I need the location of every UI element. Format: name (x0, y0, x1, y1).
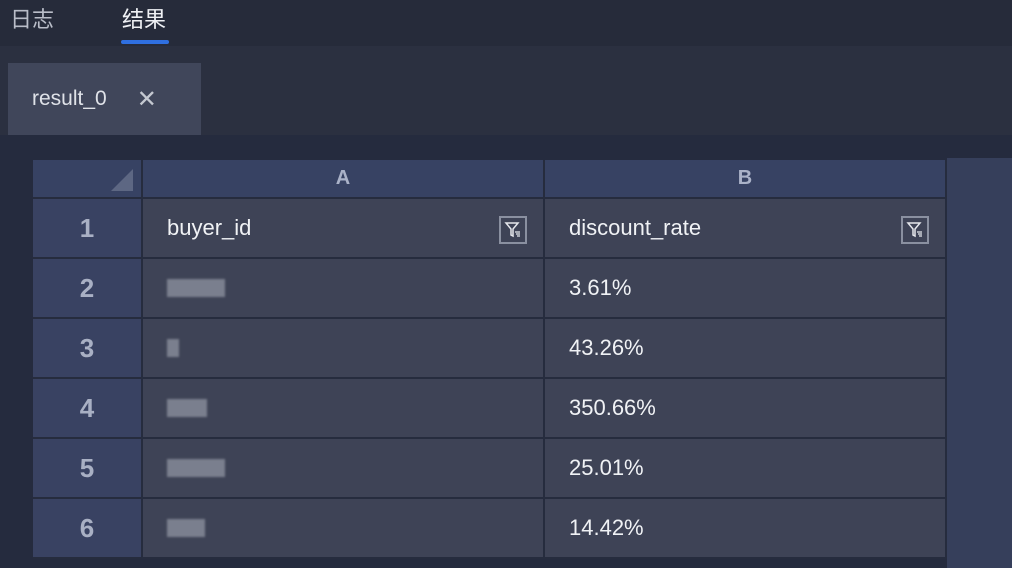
column-name: buyer_id (167, 215, 252, 240)
cell-b[interactable]: 43.26% (545, 319, 947, 379)
column-header-a[interactable]: A (143, 160, 545, 199)
cell-b[interactable]: 350.66% (545, 379, 947, 439)
tab-log[interactable]: 日志 (10, 7, 55, 32)
cell-a[interactable]: buyer_id (143, 199, 545, 259)
column-header-b[interactable]: B (545, 160, 947, 199)
result-tab-bar: result_0 ✕ (0, 46, 1012, 135)
discount-rate-value: 3.61% (569, 275, 632, 300)
filter-icon[interactable] (499, 216, 527, 244)
discount-rate-value: 25.01% (569, 455, 644, 480)
cell-a[interactable] (143, 439, 545, 499)
row-number[interactable]: 5 (33, 439, 143, 499)
cell-a[interactable] (143, 319, 545, 379)
corner-triangle-icon (111, 169, 133, 191)
row-number[interactable]: 6 (33, 499, 143, 559)
close-icon[interactable]: ✕ (136, 85, 157, 113)
cell-a[interactable] (143, 499, 545, 559)
tab-result[interactable]: 结果 (122, 7, 167, 32)
row-number[interactable]: 4 (33, 379, 143, 439)
row-number[interactable]: 3 (33, 319, 143, 379)
active-tab-indicator (121, 40, 169, 44)
column-name: discount_rate (569, 215, 702, 240)
cell-a[interactable] (143, 259, 545, 319)
redacted-value (167, 399, 207, 417)
result-tab-label: result_0 (32, 87, 107, 110)
discount-rate-value: 43.26% (569, 335, 644, 360)
redacted-value (167, 519, 205, 537)
cell-b[interactable]: 14.42% (545, 499, 947, 559)
top-tab-bar: 日志 结果 (0, 0, 1012, 46)
row-number[interactable]: 2 (33, 259, 143, 319)
select-all-corner[interactable] (33, 160, 143, 199)
row-number[interactable]: 1 (33, 199, 143, 259)
cell-b[interactable]: 3.61% (545, 259, 947, 319)
redacted-value (167, 339, 179, 357)
cell-a[interactable] (143, 379, 545, 439)
filter-icon[interactable] (901, 216, 929, 244)
redacted-value (167, 279, 225, 297)
discount-rate-value: 350.66% (569, 395, 656, 420)
redacted-value (167, 459, 225, 477)
cell-b[interactable]: 25.01% (545, 439, 947, 499)
cell-b[interactable]: discount_rate (545, 199, 947, 259)
result-tab[interactable]: result_0 ✕ (8, 63, 201, 135)
right-pane (947, 158, 1012, 568)
discount-rate-value: 14.42% (569, 515, 644, 540)
